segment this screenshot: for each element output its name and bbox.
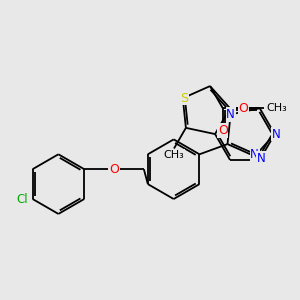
Text: Cl: Cl [16,193,28,206]
Text: N: N [257,152,266,165]
Text: O: O [238,101,248,115]
Text: CH₃: CH₃ [164,150,184,160]
Text: S: S [180,92,188,105]
Text: N: N [250,148,259,161]
Text: O: O [218,124,228,137]
Text: N: N [226,108,235,121]
Text: CH₃: CH₃ [266,103,287,113]
Text: O: O [109,163,119,176]
Text: N: N [272,128,280,141]
